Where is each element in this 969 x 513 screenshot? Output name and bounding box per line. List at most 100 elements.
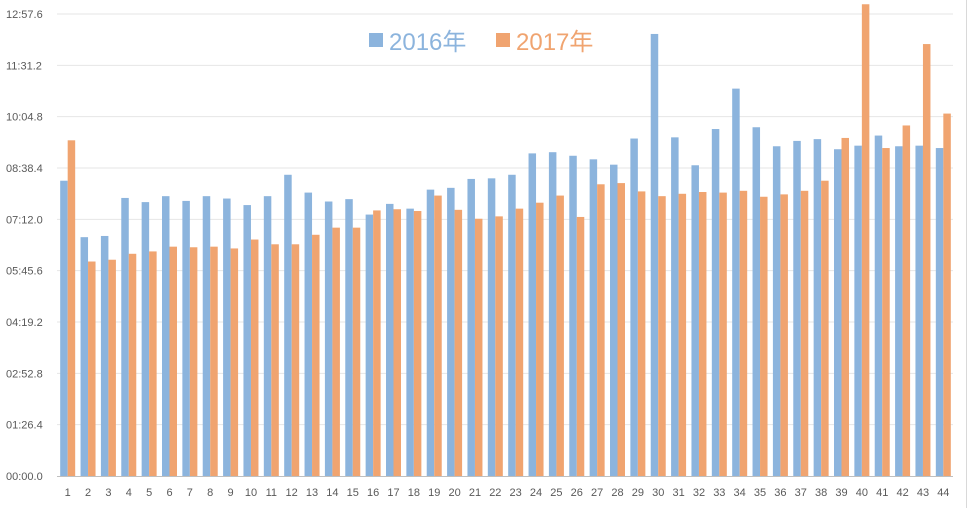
x-tick-label: 12 <box>286 487 298 499</box>
x-tick-label: 2 <box>85 487 91 499</box>
bar-2017-16 <box>373 210 381 476</box>
bar-2017-6 <box>169 246 177 476</box>
bar-2017-21 <box>474 218 483 476</box>
bar-2017-1 <box>67 140 76 476</box>
y-tick-label: 00:00.0 <box>6 471 43 483</box>
x-tick-label: 1 <box>65 487 71 499</box>
bar-2017-10 <box>250 239 259 476</box>
bar-2017-32 <box>698 192 707 476</box>
x-tick-label: 31 <box>672 487 684 499</box>
bar-2017-25 <box>556 195 564 476</box>
bar-2017-41 <box>882 148 890 476</box>
bar-2016-28 <box>610 164 618 476</box>
legend-label-2016: 2016年 <box>389 29 466 56</box>
bar-2016-34 <box>732 88 740 476</box>
x-tick-label: 30 <box>652 487 664 499</box>
y-tick-labels: 00:00.0 01:26.4 02:52.8 04:19.2 05:45.6 07:12… <box>6 9 43 483</box>
bar-2016-44 <box>935 148 944 476</box>
y-tick-label: 04:19.2 <box>6 317 43 329</box>
bar-2017-26 <box>576 216 585 476</box>
x-tick-label: 9 <box>228 487 234 499</box>
bar-2017-42 <box>902 125 911 477</box>
bar-2016-2 <box>80 237 89 476</box>
x-tick-label: 35 <box>754 487 766 499</box>
bar-2017-8 <box>210 246 218 476</box>
x-tick-label: 43 <box>917 487 929 499</box>
bar-2016-15 <box>345 199 353 476</box>
bar-2016-7 <box>182 200 190 476</box>
bar-2016-22 <box>487 178 496 477</box>
x-tick-label: 26 <box>571 487 583 499</box>
bar-2017-31 <box>678 193 687 476</box>
bar-2016-27 <box>589 159 598 476</box>
x-tick-label: 42 <box>896 487 908 499</box>
x-tick-label: 7 <box>187 487 193 499</box>
x-tick-label: 32 <box>693 487 705 499</box>
bar-2017-44 <box>943 113 951 477</box>
y-tick-label: 01:26.4 <box>6 420 43 432</box>
bar-2016-11 <box>263 196 272 476</box>
bar-2017-3 <box>108 259 116 476</box>
bar-2016-6 <box>162 196 170 476</box>
bar-2017-35 <box>760 196 768 477</box>
bar-2017-18 <box>413 211 422 476</box>
bar-2017-7 <box>189 247 198 476</box>
axes <box>57 0 967 508</box>
x-tick-label: 5 <box>146 487 152 499</box>
y-tick-label: 12:57.6 <box>6 9 43 21</box>
bar-2017-24 <box>536 202 544 477</box>
x-tick-label: 13 <box>306 487 318 499</box>
bar-2016-18 <box>406 208 414 476</box>
x-tick-label: 40 <box>856 487 868 499</box>
bar-2016-1 <box>60 180 68 476</box>
bar-2016-23 <box>508 174 516 477</box>
x-tick-label: 3 <box>105 487 111 499</box>
bar-2016-14 <box>324 201 333 476</box>
bar-2017-36 <box>780 194 788 476</box>
x-tick-label: 21 <box>469 487 481 499</box>
bar-2017-34 <box>739 190 748 476</box>
bar-2016-12 <box>284 174 292 477</box>
bar-2017-38 <box>821 180 829 476</box>
bar-2017-17 <box>393 209 401 476</box>
bar-2017-5 <box>149 251 157 476</box>
bar-2017-20 <box>454 209 463 477</box>
y-tick-label: 02:52.8 <box>6 368 43 380</box>
x-tick-label: 19 <box>428 487 440 499</box>
bar-2016-40 <box>854 145 862 476</box>
x-tick-labels: 1 2 3 4 5 6 7 8 9 10 11 12 13 14 15 16 17 18 19 20 21 22 23 24 2… <box>65 487 950 499</box>
bar-2016-43 <box>915 145 923 476</box>
bars <box>60 4 951 477</box>
bar-2016-25 <box>548 152 557 476</box>
bar-2016-13 <box>304 192 313 476</box>
bar-2017-28 <box>617 183 625 476</box>
bar-2016-17 <box>386 203 394 476</box>
x-tick-label: 29 <box>632 487 644 499</box>
x-tick-label: 41 <box>876 487 888 499</box>
x-tick-label: 20 <box>448 487 460 499</box>
x-tick-label: 28 <box>611 487 623 499</box>
bar-2017-39 <box>841 137 849 477</box>
bar-2016-5 <box>141 202 150 476</box>
y-tick-label: 05:45.6 <box>6 266 43 278</box>
x-tick-label: 17 <box>387 487 399 499</box>
x-tick-label: 14 <box>326 487 338 499</box>
bar-2017-40 <box>861 4 870 477</box>
x-tick-label: 23 <box>510 487 522 499</box>
x-tick-label: 27 <box>591 487 603 499</box>
bar-2016-35 <box>752 127 761 477</box>
bar-2017-11 <box>271 244 279 476</box>
bar-2017-29 <box>637 191 646 477</box>
x-tick-label: 16 <box>367 487 379 499</box>
bar-2017-9 <box>230 248 239 476</box>
legend-label-2017: 2017年 <box>516 29 593 56</box>
bar-2016-33 <box>711 129 720 476</box>
bar-2017-14 <box>332 227 340 476</box>
bar-2016-42 <box>895 146 903 476</box>
bar-2017-27 <box>597 184 605 476</box>
x-tick-label: 18 <box>408 487 420 499</box>
bar-2016-4 <box>121 197 129 476</box>
bar-2017-30 <box>658 196 666 476</box>
